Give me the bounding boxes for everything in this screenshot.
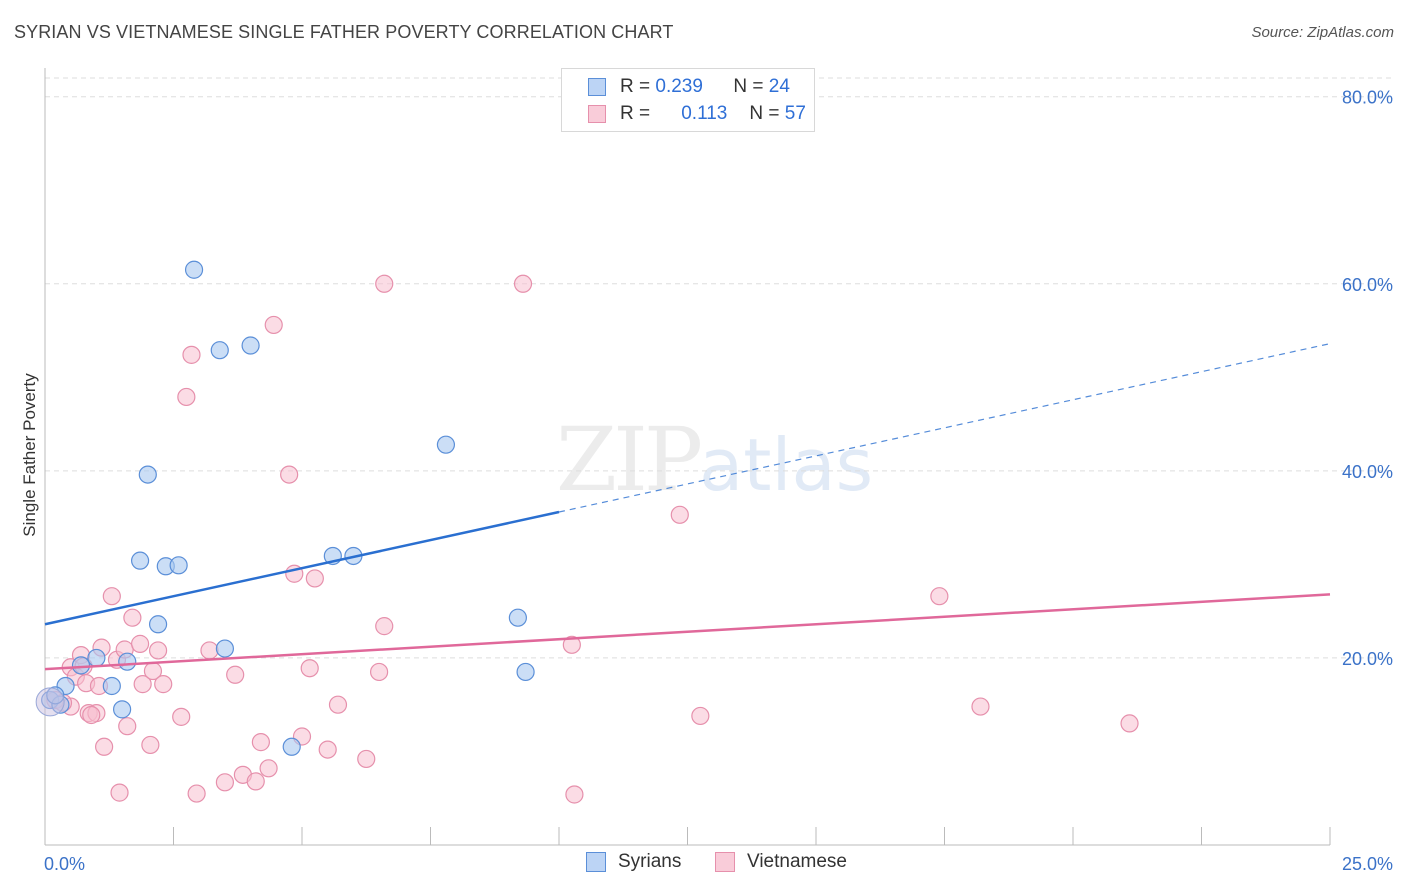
syrians-point: [516, 662, 535, 682]
vietnamese-point: [280, 465, 299, 484]
vietnamese-point: [141, 735, 160, 755]
series-legend: Syrians Vietnamese: [0, 851, 1406, 877]
vietnamese-point: [82, 705, 101, 725]
syrians-trendline: [44, 510, 560, 626]
syrians-point: [215, 639, 234, 658]
legend-vietnamese-label: Vietnamese: [747, 851, 847, 872]
syrians-r-label: R =: [620, 76, 656, 97]
vietnamese-point: [148, 641, 168, 660]
vietnamese-point: [318, 740, 337, 759]
vietnamese-point: [182, 345, 201, 364]
legend-row-syrians: R = 0.239 N = 24: [588, 75, 790, 99]
vietnamese-point: [177, 387, 196, 407]
vietnamese-point: [357, 749, 376, 769]
legend-item-syrians: Syrians: [586, 851, 681, 873]
legend-vietnamese-swatch: [715, 852, 735, 872]
syrians-point: [210, 341, 229, 360]
watermark-zip: ZIP: [556, 408, 703, 511]
syrians-point: [138, 465, 157, 484]
syrians-point: [169, 556, 188, 575]
syrians-n-value: 24: [768, 76, 790, 97]
legend-syrians-swatch: [586, 852, 606, 872]
syrians-point: [282, 737, 301, 756]
syrians-point: [241, 336, 260, 355]
vietnamese-point: [375, 274, 394, 293]
vietnamese-point: [691, 706, 710, 726]
syrians-point: [436, 435, 456, 454]
cluster-point: [35, 687, 65, 717]
watermark: ZIPatlas: [556, 408, 873, 511]
y-axis-label: Single Father Poverty: [20, 373, 39, 537]
vietnamese-point: [264, 315, 283, 335]
x-tick-label-min: 0.0%: [44, 854, 85, 874]
vietnamese-swatch: [588, 105, 606, 123]
vietnamese-point: [110, 783, 129, 802]
syrians-point: [184, 260, 204, 279]
vietnamese-point: [246, 772, 265, 791]
syrians-r-value: 0.239: [655, 76, 703, 97]
vietnamese-point: [305, 569, 324, 588]
vietnamese-point: [300, 659, 319, 678]
syrians-point: [130, 551, 150, 570]
vietnamese-point: [375, 617, 394, 636]
source-label: Source: ZipAtlas.com: [1251, 24, 1394, 41]
stats-legend: R = 0.239 N = 24 R = 0.113 N = 57: [561, 68, 815, 132]
vietnamese-point: [123, 608, 142, 627]
vietnamese-point: [328, 695, 348, 714]
vietnamese-point: [226, 665, 245, 684]
vietnamese-point: [118, 717, 137, 736]
vietnamese-n-value: 57: [784, 103, 806, 124]
legend-syrians-label: Syrians: [618, 851, 682, 872]
vietnamese-r-label: R =: [620, 103, 656, 124]
vietnamese-point: [215, 773, 234, 792]
vietnamese-point: [565, 785, 584, 804]
vietnamese-point: [513, 274, 533, 293]
vietnamese-point: [154, 675, 173, 694]
vietnamese-point: [130, 634, 150, 653]
vietnamese-point: [200, 641, 219, 660]
vietnamese-point: [670, 505, 689, 524]
syrians-trendline-extension: [558, 343, 1331, 513]
syrians-point: [71, 656, 91, 675]
vietnamese-point: [259, 759, 278, 778]
vietnamese-point: [562, 635, 581, 654]
syrians-n-label: N =: [733, 76, 769, 97]
syrians-swatch: [588, 78, 606, 96]
vietnamese-trendline: [44, 593, 1331, 671]
legend-item-vietnamese: Vietnamese: [715, 851, 847, 873]
y-tick-label: 80.0%: [1342, 88, 1393, 108]
syrians-point: [508, 608, 527, 627]
x-tick-label-max: 25.0%: [1342, 854, 1393, 874]
vietnamese-point: [133, 675, 152, 694]
legend-row-vietnamese: R = 0.113 N = 57: [588, 102, 806, 126]
vietnamese-point: [187, 784, 206, 803]
vietnamese-point: [95, 737, 114, 756]
syrians-point: [118, 652, 137, 671]
y-tick-label: 40.0%: [1342, 462, 1393, 482]
vietnamese-point: [251, 733, 270, 752]
vietnamese-point: [1120, 714, 1139, 733]
y-tick-label: 60.0%: [1342, 275, 1393, 295]
vietnamese-point: [172, 707, 191, 726]
vietnamese-n-label: N =: [749, 103, 785, 124]
syrians-point: [112, 700, 132, 719]
vietnamese-r-value: 0.113: [681, 103, 728, 124]
syrians-point: [102, 676, 121, 696]
watermark-atlas: atlas: [699, 423, 874, 507]
vietnamese-point: [930, 587, 949, 606]
chart-title: SYRIAN VS VIETNAMESE SINGLE FATHER POVER…: [14, 22, 674, 42]
vietnamese-point: [971, 697, 990, 716]
syrians-point: [148, 615, 168, 634]
vietnamese-point: [370, 662, 389, 682]
vietnamese-point: [102, 587, 121, 606]
syrians-point: [87, 648, 106, 668]
y-tick-label: 20.0%: [1342, 649, 1393, 669]
